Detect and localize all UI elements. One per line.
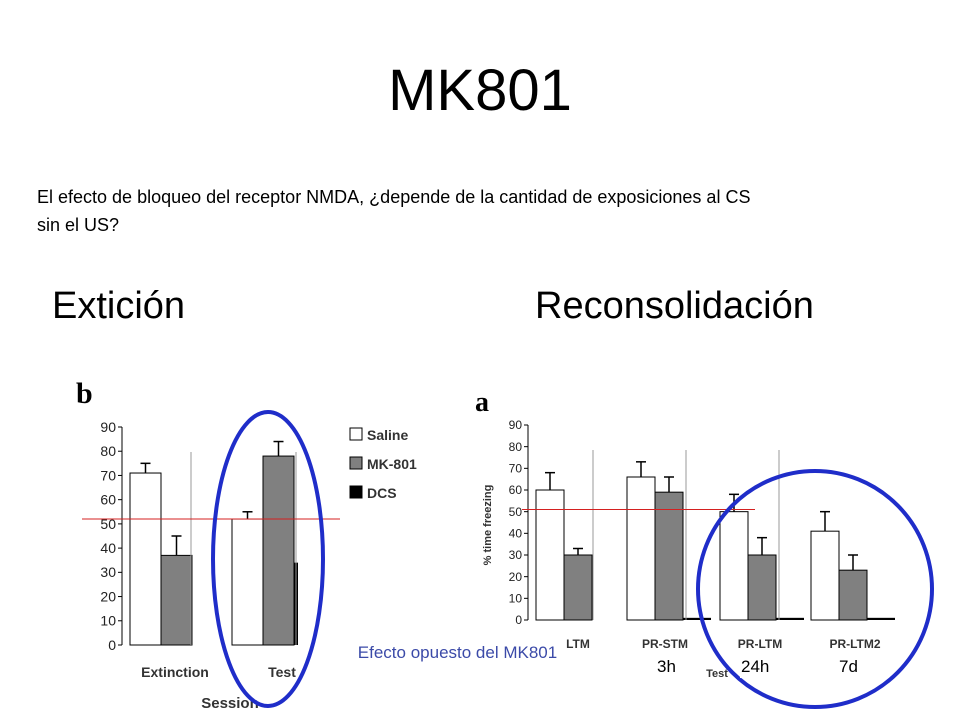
y-tick-label: 10 [509, 592, 523, 606]
legend-label: MK-801 [367, 456, 417, 472]
heading-extinction: Extición [52, 285, 186, 327]
time-label-3h: 3h [656, 656, 677, 678]
legend-swatch [349, 485, 363, 499]
panel-label-b: b [76, 377, 93, 410]
y-tick-label: 0 [515, 613, 522, 627]
bar-saline [129, 472, 162, 646]
legend-swatch [349, 456, 363, 470]
bar-saline [535, 489, 565, 621]
y-tick-label: 50 [509, 505, 523, 519]
research-question: El efecto de bloqueo del receptor NMDA, … [37, 187, 751, 235]
bar-mk-801 [262, 455, 295, 646]
y-tick-label: 60 [100, 492, 116, 508]
note-opposite-effect: Efecto opuesto del MK801 [357, 643, 558, 662]
y-axis: 0 10 20 30 40 50 60 70 80 90 [509, 418, 529, 627]
y-tick-label: 20 [100, 588, 116, 604]
y-tick-label: 30 [509, 548, 523, 562]
x-tick-label: PR-LTM2 [829, 637, 880, 651]
y-tick-label: 40 [509, 527, 523, 541]
y-axis-title: % time freezing [482, 485, 494, 566]
x-tick-labels: Extinction Test [141, 664, 296, 680]
y-tick-label: 80 [100, 443, 116, 459]
x-tick-label: PR-LTM [738, 637, 782, 651]
x-axis-title: Test [706, 668, 728, 680]
y-axis: 0 10 20 30 40 50 60 70 80 90 [100, 419, 123, 653]
bars [535, 450, 895, 621]
y-tick-label: 80 [509, 440, 523, 454]
x-tick-label: Test [268, 664, 296, 680]
y-tick-label: 40 [100, 540, 116, 556]
legend-swatch [349, 427, 363, 441]
bar-mk-801 [838, 569, 868, 621]
y-tick-label: 0 [108, 637, 116, 653]
bar-mk-801 [563, 554, 593, 621]
bar-dcs [867, 617, 895, 620]
bar-mk-801 [160, 554, 193, 646]
y-tick-label: 50 [100, 516, 116, 532]
bar-mk-801 [654, 491, 684, 621]
x-tick-labels: LTM PR-STM PR-LTM PR-LTM2 [566, 637, 881, 651]
legend: Saline MK-801 DCS [349, 427, 417, 501]
y-tick-label: 90 [509, 418, 523, 432]
y-tick-label: 20 [509, 570, 523, 584]
x-tick-label: Extinction [141, 664, 209, 680]
legend-label: DCS [367, 485, 397, 501]
chart-extinction: b 0 10 20 30 40 50 60 70 80 90 Saline MK-801 DCS Ex… [76, 377, 417, 712]
bar-saline [626, 476, 656, 621]
bar-saline [231, 518, 264, 646]
bars [129, 440, 298, 646]
legend-label: Saline [367, 427, 408, 443]
x-tick-label: LTM [566, 637, 590, 651]
heading-reconsolidation: Reconsolidación [535, 285, 814, 327]
time-label-24h: 24h [740, 656, 771, 678]
y-tick-label: 10 [100, 613, 116, 629]
time-label-7d: 7d [838, 656, 859, 678]
bar-saline [719, 511, 749, 621]
y-tick-label: 60 [509, 483, 523, 497]
bar-mk-801 [747, 554, 777, 621]
bar-dcs [776, 617, 804, 620]
y-tick-label: 70 [100, 467, 116, 483]
y-tick-label: 70 [509, 462, 523, 476]
y-tick-label: 90 [100, 419, 116, 435]
chart-reconsolidation: a % time freezing 0 10 20 30 40 50 60 70 80 90 LT… [475, 387, 895, 680]
slide-title: MK801 [388, 58, 572, 123]
x-tick-label: PR-STM [642, 637, 688, 651]
x-axis-title: Session [201, 695, 259, 712]
bar-dcs [683, 617, 711, 620]
highlight-ellipse-test [211, 410, 325, 708]
y-tick-label: 30 [100, 564, 116, 580]
bar-saline [810, 530, 840, 621]
panel-label-a: a [475, 387, 489, 418]
highlight-ellipse-reconsolidation [696, 469, 934, 709]
